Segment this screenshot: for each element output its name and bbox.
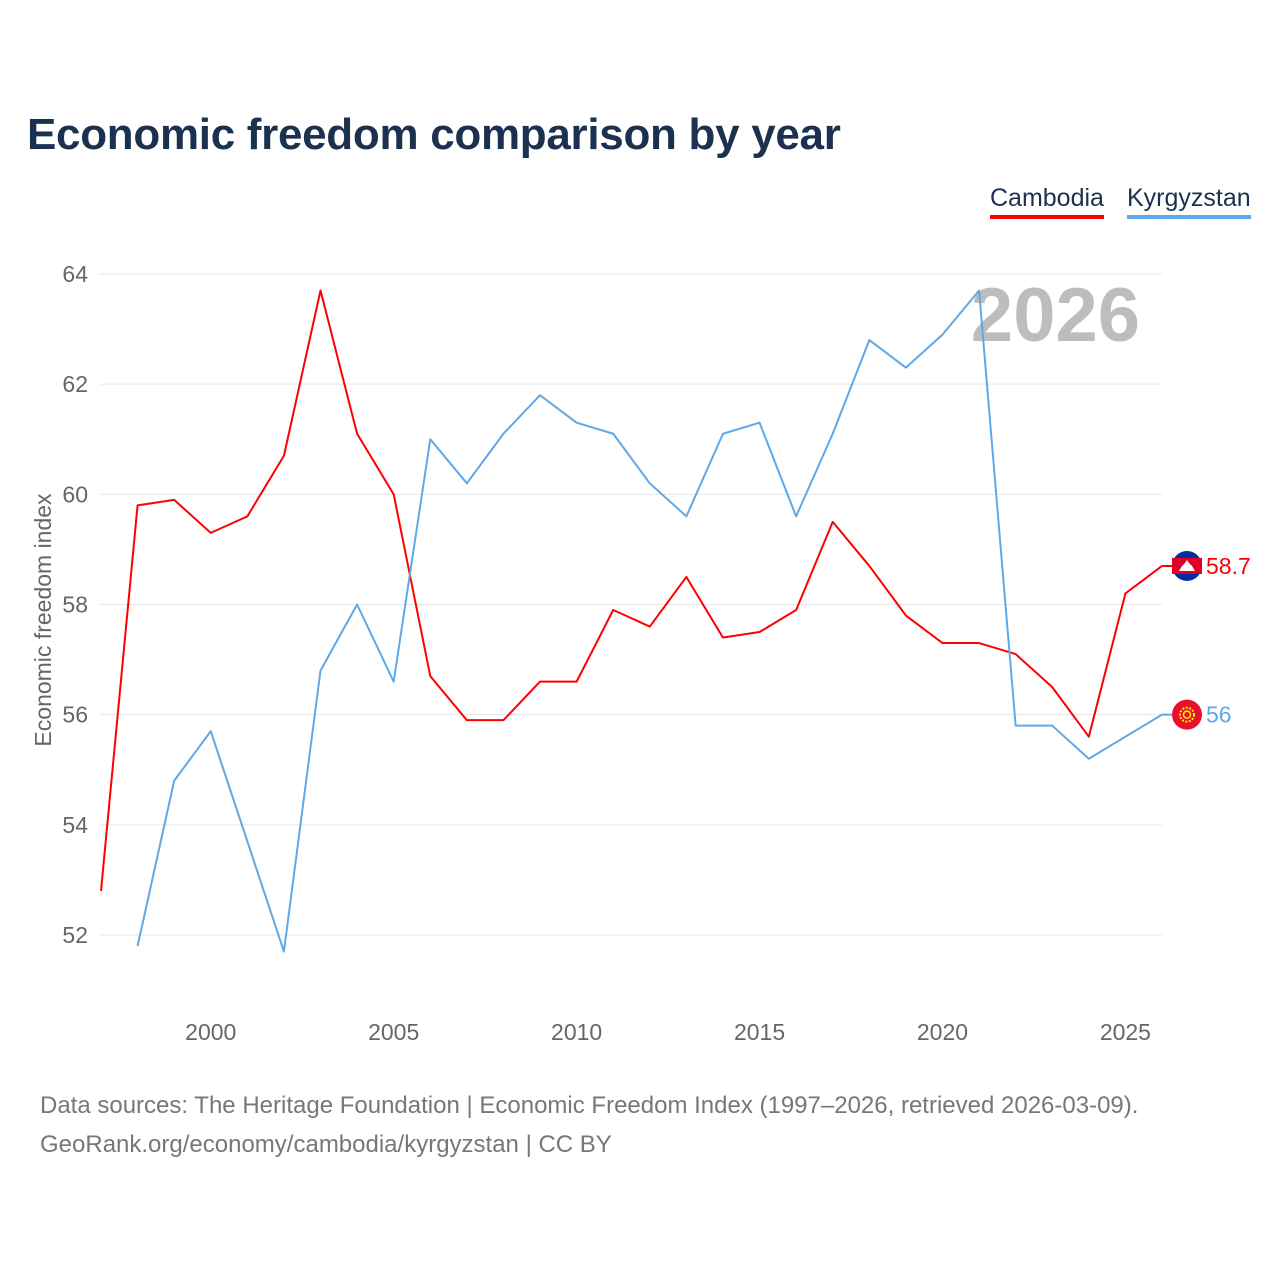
chart-title: Economic freedom comparison by year	[27, 110, 841, 159]
x-tick-label: 2005	[368, 1019, 419, 1045]
x-tick-label: 2025	[1100, 1019, 1151, 1045]
y-tick-label: 60	[62, 481, 88, 507]
y-tick-label: 58	[62, 592, 88, 618]
x-tick-label: 2020	[917, 1019, 968, 1045]
source-url: GeoRank.org/economy/cambodia/kyrgyzstan …	[40, 1131, 612, 1158]
x-tick-label: 2000	[185, 1019, 236, 1045]
footer: Data sources: The Heritage Foundation | …	[40, 1086, 1138, 1164]
y-axis-label: Economic freedom index	[30, 493, 56, 747]
y-tick-label: 64	[62, 261, 88, 287]
y-tick-label: 56	[62, 702, 88, 728]
y-tick-label: 54	[62, 812, 88, 838]
series-line-cambodia	[100, 289, 1163, 892]
y-tick-label: 62	[62, 371, 88, 397]
legend-item-kyrgyzstan[interactable]: Kyrgyzstan	[1127, 184, 1251, 219]
sun-core	[1182, 710, 1192, 719]
end-value-label: 56	[1206, 702, 1232, 728]
angkor-wat-glyph	[1179, 559, 1195, 571]
year-watermark: 2026	[971, 273, 1140, 358]
kyrgyzstan-flag-icon	[1172, 699, 1202, 730]
x-tick-label: 2015	[734, 1019, 785, 1045]
data-sources: Data sources: The Heritage Foundation | …	[40, 1092, 1139, 1119]
y-tick-label: 52	[62, 922, 88, 948]
legend-item-cambodia[interactable]: Cambodia	[990, 184, 1104, 219]
end-value-label: 58.7	[1206, 553, 1251, 579]
x-tick-label: 2010	[551, 1019, 602, 1045]
series-line-kyrgyzstan	[136, 289, 1163, 953]
sun-glyph	[1179, 706, 1195, 723]
